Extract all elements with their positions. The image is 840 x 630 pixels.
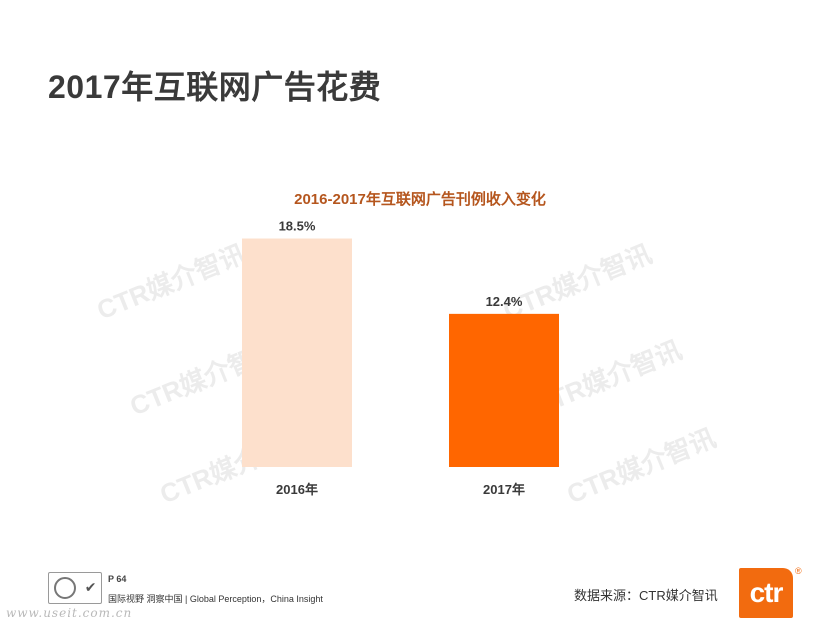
- footer-tagline: 国际视野 洞察中国 | Global Perception，China Insi…: [108, 594, 323, 604]
- ctr-logo: ctr: [739, 568, 793, 618]
- bar-2016年: [242, 238, 352, 467]
- certification-seal-icon: [53, 577, 76, 599]
- data-source: 数据来源：CTR媒介智讯: [574, 588, 718, 603]
- bar-2017年: [449, 313, 559, 467]
- registered-mark: ®: [795, 566, 802, 576]
- category-label: 2017年: [483, 482, 525, 497]
- page-number: P 64: [108, 574, 127, 584]
- data-label: 12.4%: [486, 294, 523, 309]
- slide-title: 2017年互联网广告花费: [48, 69, 382, 105]
- data-label: 18.5%: [279, 219, 316, 234]
- site-watermark-url: www.useit.com.cn: [6, 606, 133, 620]
- category-label: 2016年: [276, 482, 318, 497]
- certification-logos: ✔: [48, 572, 102, 604]
- checkmark-icon: ✔: [84, 580, 97, 596]
- chart-title: 2016-2017年互联网广告刊例收入变化: [294, 191, 546, 208]
